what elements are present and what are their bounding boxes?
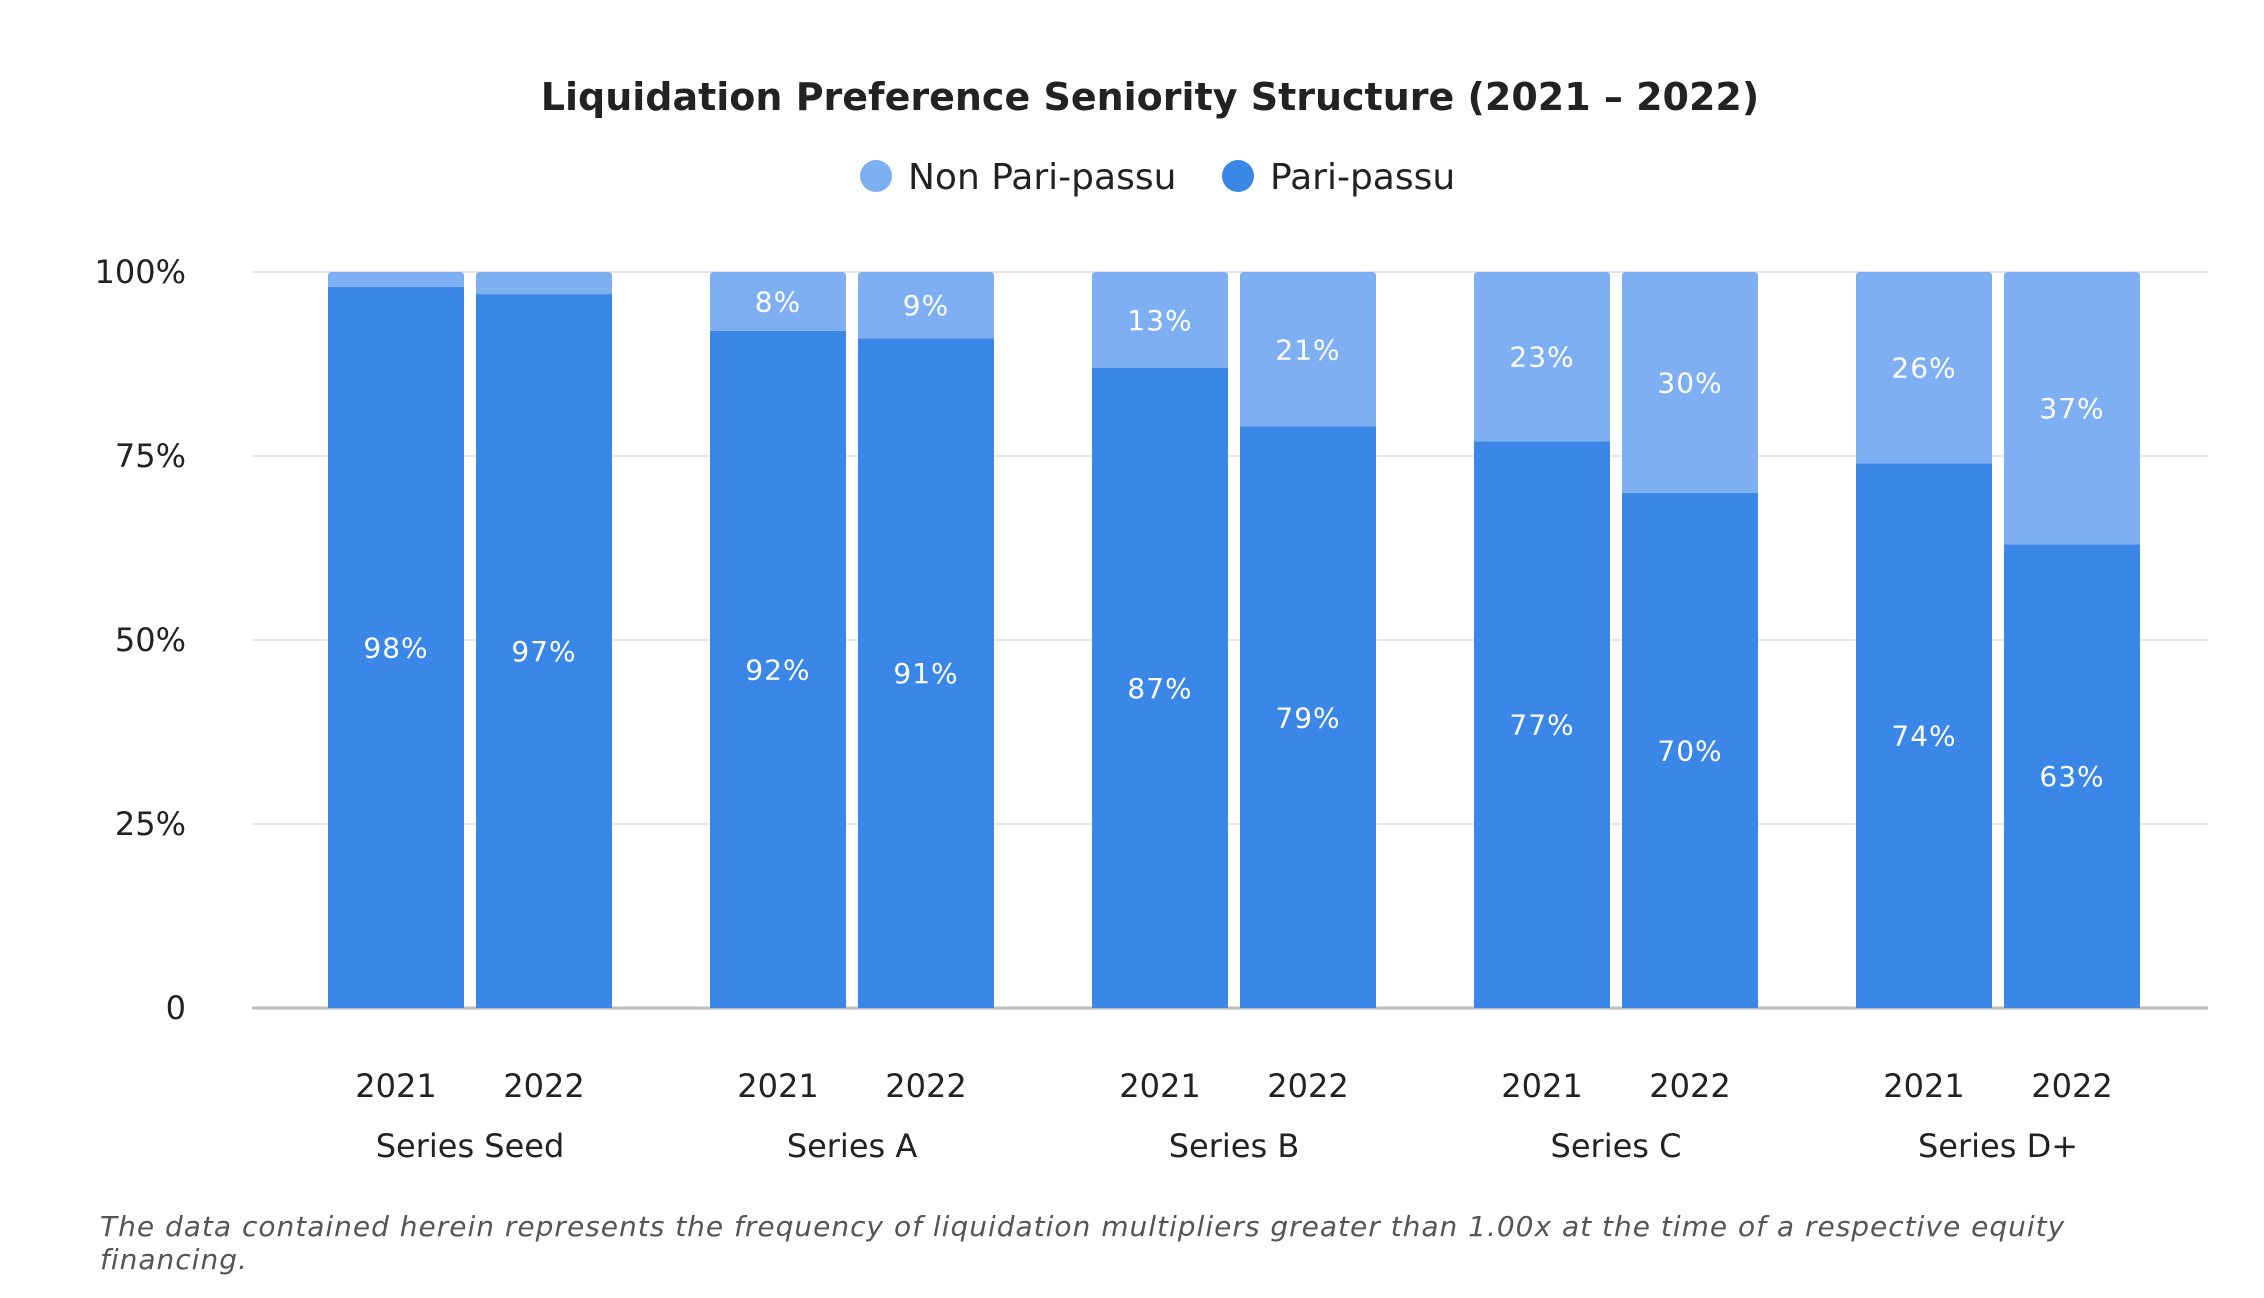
bar-non-pari-passu [1474,272,1610,442]
bar-value-label-pari-passu: 63% [2039,760,2104,793]
x-tick-year-label: 2022 [885,1067,966,1105]
bar-labels: 98% 97% 92% 8% 91% 9% 87% 13% 79% 21% 77% 23% 70% 30%… [363,285,2104,793]
legend-swatch-pari-passu [1222,160,1254,192]
footnote: The data contained herein represents the… [100,1210,2066,1276]
bar-value-label-non-pari-passu: 21% [1275,333,1340,366]
x-group-label: Series B [1169,1127,1300,1165]
x-group-label: Series D+ [1918,1127,2078,1165]
x-group-label: Series Seed [376,1127,565,1165]
y-axis: 0 25% 50% 75% 100% [95,253,186,1027]
bar-non-pari-passu [858,272,994,339]
bar-pari-passu [2004,544,2140,1008]
chart-title: Liquidation Preference Seniority Structu… [541,75,1760,119]
bar-pari-passu [1474,441,1610,1008]
legend-label: Non Pari-passu [908,157,1176,198]
x-tick-year-label: 2022 [503,1067,584,1105]
bar-pari-passu [1856,463,1992,1008]
bar-pari-passu [710,330,846,1008]
x-group-label: Series C [1551,1127,1682,1165]
bar-value-label-non-pari-passu: 8% [755,285,801,318]
bar-value-label-pari-passu: 92% [745,653,810,686]
legend: Non Pari-passu Pari-passu [860,157,1455,198]
bar-non-pari-passu [1856,272,1992,464]
y-tick-label: 50% [115,621,186,659]
bar-value-label-pari-passu: 98% [363,631,428,664]
bar-value-label-non-pari-passu: 26% [1891,352,1956,385]
x-group-label: Series A [787,1127,918,1165]
bar-pari-passu [328,286,464,1009]
bar-value-label-non-pari-passu: 9% [903,289,949,322]
bar-value-label-pari-passu: 79% [1275,701,1340,734]
x-axis: 2021 2022 Series Seed 2021 2022 Series A 2021 2… [355,1067,2112,1165]
x-tick-year-label: 2021 [1119,1067,1200,1105]
bar-non-pari-passu [1240,272,1376,427]
legend-swatch-non-pari-passu [860,160,892,192]
bar-value-label-pari-passu: 77% [1509,709,1574,742]
x-tick-year-label: 2021 [1883,1067,1964,1105]
bar-non-pari-passu [2004,272,2140,545]
x-tick-year-label: 2022 [2031,1067,2112,1105]
x-tick-year-label: 2022 [1649,1067,1730,1105]
bar-pari-passu [1622,492,1758,1008]
bar-non-pari-passu [1092,272,1228,368]
y-tick-label: 0 [166,989,186,1027]
bar-non-pari-passu [476,272,612,295]
bar-pari-passu [1092,367,1228,1008]
bar-value-label-pari-passu: 87% [1127,672,1192,705]
x-tick-year-label: 2022 [1267,1067,1348,1105]
bar-value-label-non-pari-passu: 30% [1657,366,1722,399]
bar-pari-passu [1240,426,1376,1008]
legend-label: Pari-passu [1270,157,1455,198]
bar-value-label-pari-passu: 70% [1657,734,1722,767]
x-tick-year-label: 2021 [1501,1067,1582,1105]
y-tick-label: 25% [115,805,186,843]
bar-non-pari-passu [710,272,846,331]
bar-value-label-non-pari-passu: 23% [1509,341,1574,374]
bar-value-label-pari-passu: 97% [511,635,576,668]
bars [328,272,2140,1009]
bar-non-pari-passu [328,272,464,287]
bar-value-label-non-pari-passu: 13% [1127,304,1192,337]
bar-pari-passu [476,294,612,1009]
bar-non-pari-passu [1622,272,1758,493]
y-tick-label: 100% [95,253,186,291]
x-tick-year-label: 2021 [737,1067,818,1105]
bar-value-label-pari-passu: 74% [1891,720,1956,753]
y-tick-label: 75% [115,437,186,475]
bar-value-label-pari-passu: 91% [893,657,958,690]
x-tick-year-label: 2021 [355,1067,436,1105]
bar-value-label-non-pari-passu: 37% [2039,392,2104,425]
bar-pari-passu [858,338,994,1008]
